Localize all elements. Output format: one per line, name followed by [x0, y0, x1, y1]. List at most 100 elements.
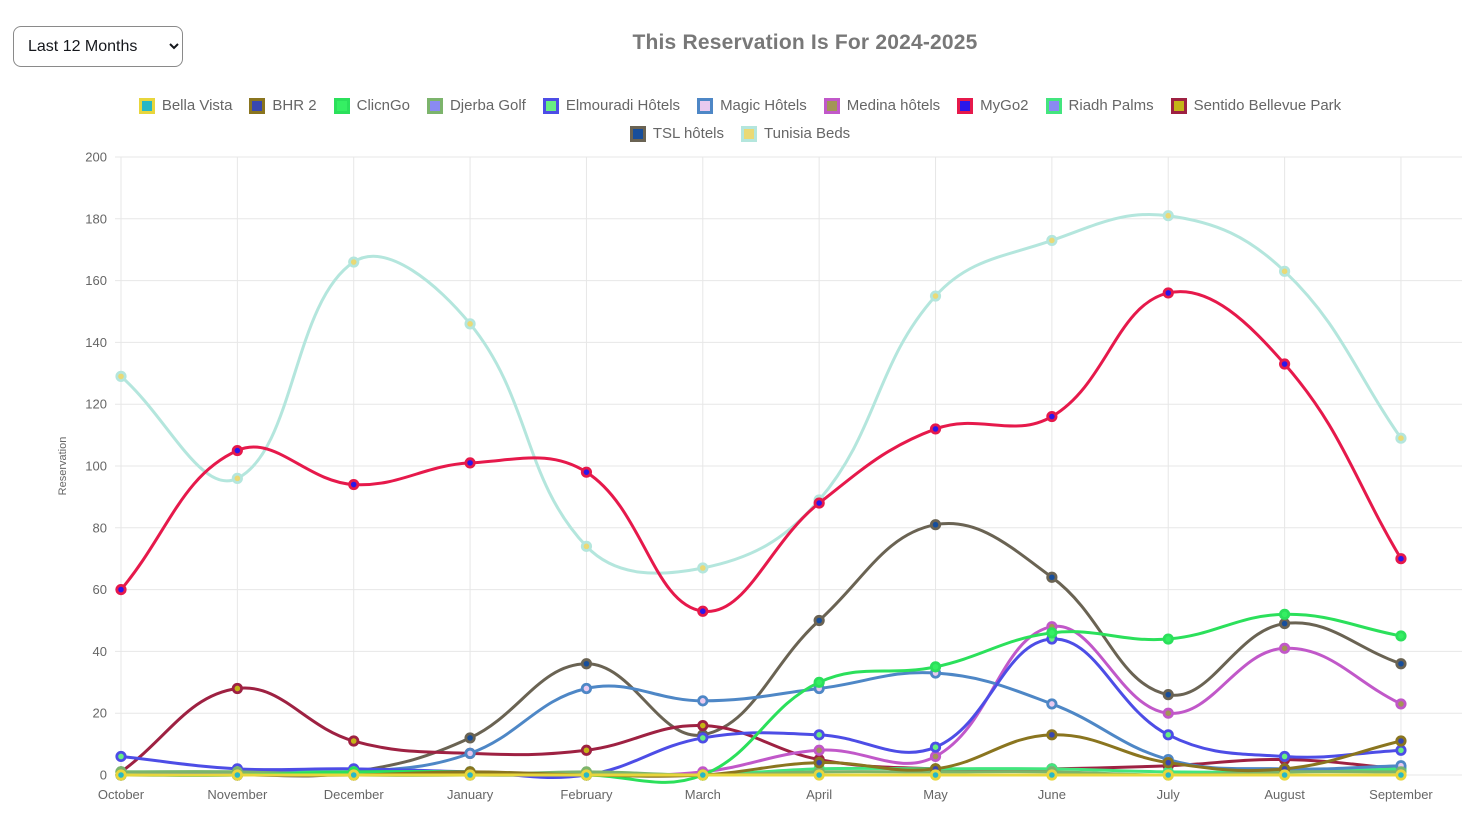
data-point-bella-vista-may[interactable] — [929, 769, 942, 781]
data-point-bella-vista-october[interactable] — [115, 769, 127, 781]
data-point-bhr-2-april[interactable] — [813, 757, 825, 769]
y-axis-tick-label: 0 — [100, 768, 107, 783]
data-point-bhr-2-september[interactable] — [1395, 735, 1407, 747]
data-point-bhr-2-july[interactable] — [1162, 757, 1174, 769]
data-point-clicngo-september[interactable] — [1395, 630, 1407, 642]
data-point-mygo2-july[interactable] — [1162, 287, 1174, 299]
reservations-chart[interactable]: 0 20 40 60 80 100 120 140 160 180 200 October Novemb… — [0, 150, 1480, 817]
chart-title: This Reservation Is For 2024-2025 — [632, 31, 978, 54]
data-point-bella-vista-september[interactable] — [1395, 769, 1407, 781]
period-select[interactable]: Last 12 Months — [13, 26, 183, 67]
data-point-clicngo-may[interactable] — [929, 661, 942, 673]
data-point-tunisia-beds-august[interactable] — [1279, 265, 1291, 277]
data-point-tunisia-beds-may[interactable] — [929, 290, 942, 302]
data-point-tsl-ho-tels-february[interactable] — [580, 658, 593, 670]
data-point-bella-vista-november[interactable] — [231, 769, 243, 781]
data-point-bella-vista-april[interactable] — [813, 769, 825, 781]
data-point-magic-ho-tels-march[interactable] — [697, 695, 709, 707]
data-point-mygo2-may[interactable] — [929, 423, 942, 435]
data-point-elmouradi-ho-tels-april[interactable] — [813, 729, 825, 741]
legend-item-djerba-golf[interactable]: Djerba Golf — [426, 97, 526, 114]
data-point-tunisia-beds-july[interactable] — [1162, 210, 1174, 222]
data-point-tunisia-beds-january[interactable] — [464, 318, 476, 330]
legend-item-bhr-2[interactable]: BHR 2 — [249, 97, 317, 114]
series-medina-ho-tels — [115, 621, 1407, 781]
x-axis-tick-label: July — [1157, 787, 1181, 802]
data-point-mygo2-february[interactable] — [580, 466, 593, 478]
series-line-elmouradi-ho-tels — [119, 637, 1403, 780]
legend-item-sentido-bellevue-park[interactable]: Sentido Bellevue Park — [1170, 97, 1341, 114]
legend-label: Bella Vista — [161, 97, 233, 114]
legend-item-elmouradi-ho-tels[interactable]: Elmouradi Hôtels — [542, 97, 680, 114]
data-point-bella-vista-june[interactable] — [1046, 769, 1058, 781]
data-point-bella-vista-february[interactable] — [580, 769, 593, 781]
data-point-tsl-ho-tels-april[interactable] — [813, 614, 825, 627]
data-point-bella-vista-march[interactable] — [697, 769, 709, 781]
data-point-tunisia-beds-november[interactable] — [231, 472, 243, 484]
data-point-tunisia-beds-october[interactable] — [115, 370, 127, 382]
legend-item-bella-vista[interactable]: Bella Vista — [138, 97, 233, 114]
data-point-magic-ho-tels-february[interactable] — [580, 682, 593, 695]
data-point-bella-vista-december[interactable] — [348, 769, 360, 781]
data-point-tsl-ho-tels-july[interactable] — [1162, 689, 1174, 701]
data-point-bella-vista-january[interactable] — [464, 769, 476, 781]
data-point-tunisia-beds-february[interactable] — [580, 540, 593, 552]
data-point-tsl-ho-tels-september[interactable] — [1395, 658, 1407, 670]
data-point-tunisia-beds-december[interactable] — [348, 256, 360, 268]
data-point-elmouradi-ho-tels-july[interactable] — [1162, 729, 1174, 741]
data-point-clicngo-august[interactable] — [1279, 608, 1291, 620]
data-point-tunisia-beds-september[interactable] — [1395, 432, 1407, 444]
data-point-tunisia-beds-march[interactable] — [697, 562, 709, 574]
data-point-elmouradi-ho-tels-august[interactable] — [1279, 750, 1291, 763]
data-point-mygo2-november[interactable] — [231, 444, 243, 457]
data-point-tsl-ho-tels-may[interactable] — [929, 519, 942, 531]
data-point-sentido-bellevue-park-november[interactable] — [231, 682, 243, 695]
data-point-bella-vista-july[interactable] — [1162, 769, 1174, 781]
data-point-tsl-ho-tels-august[interactable] — [1279, 617, 1291, 630]
legend-label: TSL hôtels — [652, 125, 724, 142]
data-point-mygo2-march[interactable] — [697, 605, 709, 617]
data-point-clicngo-july[interactable] — [1162, 633, 1174, 645]
data-point-medina-ho-tels-july[interactable] — [1162, 707, 1174, 719]
series-line-mygo2 — [119, 290, 1403, 613]
data-point-mygo2-january[interactable] — [464, 457, 476, 469]
data-point-magic-ho-tels-january[interactable] — [464, 747, 476, 759]
legend-item-magic-ho-tels[interactable]: Magic Hôtels — [697, 97, 807, 114]
data-point-tsl-ho-tels-january[interactable] — [464, 732, 476, 744]
data-point-medina-ho-tels-august[interactable] — [1279, 642, 1291, 654]
legend-item-tunisia-beds[interactable]: Tunisia Beds — [741, 125, 850, 142]
data-point-mygo2-april[interactable] — [813, 497, 825, 509]
data-point-mygo2-june[interactable] — [1046, 410, 1058, 423]
data-point-mygo2-august[interactable] — [1279, 358, 1291, 370]
data-point-sentido-bellevue-park-december[interactable] — [348, 735, 360, 747]
y-axis-tick-label: 80 — [93, 520, 107, 535]
data-point-mygo2-december[interactable] — [348, 478, 360, 491]
data-point-elmouradi-ho-tels-september[interactable] — [1395, 744, 1407, 756]
axes: 0 20 40 60 80 100 120 140 160 180 200 October Novemb… — [57, 150, 1433, 802]
legend-item-riadh-palms[interactable]: Riadh Palms — [1045, 97, 1154, 114]
legend-item-medina-ho-tels[interactable]: Medina hôtels — [823, 97, 940, 114]
x-axis-tick-label: September — [1369, 787, 1433, 802]
data-point-medina-ho-tels-september[interactable] — [1395, 698, 1407, 710]
data-point-elmouradi-ho-tels-may[interactable] — [929, 741, 942, 753]
data-point-mygo2-september[interactable] — [1395, 553, 1407, 565]
data-point-clicngo-june[interactable] — [1046, 627, 1058, 639]
data-point-tsl-ho-tels-june[interactable] — [1046, 571, 1058, 583]
legend-label: BHR 2 — [272, 97, 317, 114]
data-point-medina-ho-tels-may[interactable] — [929, 750, 942, 763]
legend-item-mygo2[interactable]: MyGo2 — [957, 97, 1029, 114]
data-point-elmouradi-ho-tels-march[interactable] — [697, 732, 709, 744]
data-point-bella-vista-august[interactable] — [1279, 769, 1291, 781]
data-point-bhr-2-june[interactable] — [1046, 729, 1058, 741]
data-point-medina-ho-tels-april[interactable] — [813, 744, 825, 756]
data-point-elmouradi-ho-tels-october[interactable] — [115, 750, 127, 763]
data-point-mygo2-october[interactable] — [115, 583, 127, 596]
legend-item-tsl-ho-tels[interactable]: TSL hôtels — [629, 125, 724, 142]
data-point-tunisia-beds-june[interactable] — [1046, 234, 1058, 247]
legend-item-clicngo[interactable]: ClicnGo — [333, 97, 410, 114]
data-point-magic-ho-tels-june[interactable] — [1046, 698, 1058, 710]
legend-swatch-clicngo — [333, 97, 350, 114]
data-point-clicngo-april[interactable] — [813, 676, 825, 688]
data-point-sentido-bellevue-park-march[interactable] — [697, 719, 709, 732]
data-point-sentido-bellevue-park-february[interactable] — [580, 744, 593, 756]
